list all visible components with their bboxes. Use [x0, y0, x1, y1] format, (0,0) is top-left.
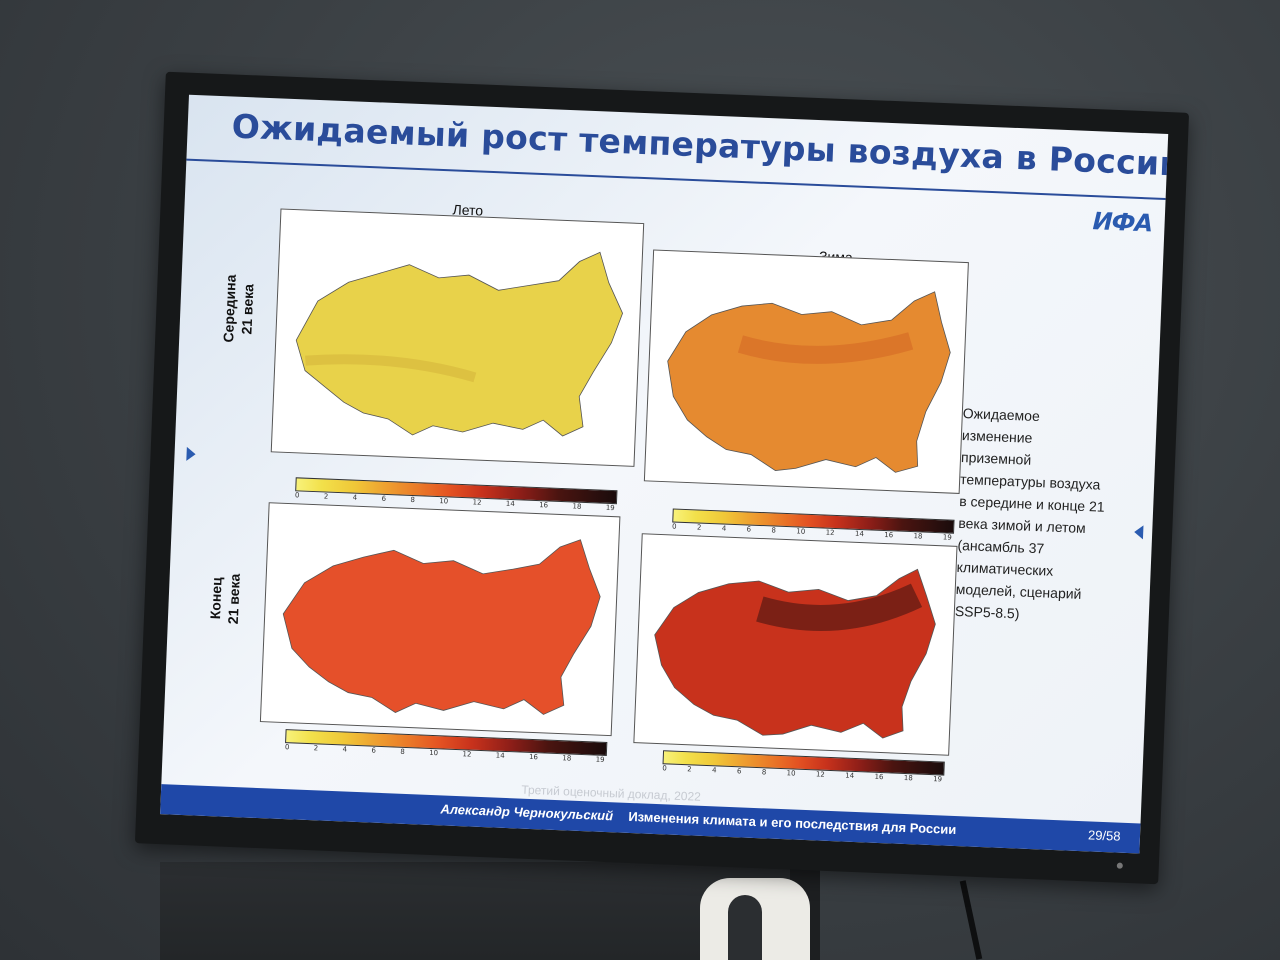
tick: 14: [505, 499, 515, 509]
tick: 4: [352, 493, 358, 502]
next-slide-arrow-icon[interactable]: [1133, 524, 1144, 540]
map-mid-century-winter: [643, 249, 969, 494]
tv-display: Ожидаемый рост температуры воздуха в Рос…: [134, 71, 1190, 885]
tick: 8: [771, 526, 777, 535]
russia-region-shape: [282, 539, 601, 715]
tick: 12: [815, 770, 826, 779]
tick: 19: [942, 533, 952, 542]
tick: 6: [381, 494, 387, 503]
tick: 18: [572, 502, 582, 511]
tick: 0: [294, 491, 300, 500]
russia-region-shape: [654, 568, 936, 739]
tick: 16: [874, 772, 884, 782]
page-number: 29/58: [1087, 827, 1121, 844]
tick: 4: [721, 524, 727, 533]
tick: 2: [696, 523, 702, 532]
tick: 10: [796, 527, 806, 536]
tick: 8: [761, 768, 767, 777]
tick: 14: [854, 529, 865, 539]
tick: 0: [284, 743, 290, 752]
tick: 4: [711, 766, 717, 775]
previous-slide-arrow-icon[interactable]: [186, 446, 196, 462]
tick: 14: [845, 771, 855, 780]
tick: 0: [662, 764, 667, 773]
tick: 18: [913, 532, 923, 541]
tick: 8: [410, 495, 416, 505]
footer-author: Александр Чернокульский: [440, 801, 614, 824]
map-mid-century-summer: [270, 208, 645, 467]
tick: 6: [736, 767, 742, 776]
tick: 2: [313, 744, 319, 753]
warming-band: [305, 354, 477, 383]
tick: 19: [605, 503, 615, 513]
tick: 12: [472, 498, 482, 507]
warming-band: [737, 332, 914, 364]
tick: 12: [462, 750, 472, 759]
tick: 19: [932, 775, 943, 784]
strong-warming-band: [756, 583, 923, 631]
tick: 10: [428, 748, 439, 758]
microphone-antenna: [959, 880, 983, 960]
tick: 18: [903, 773, 913, 783]
footer-talk-title: Изменения климата и его последствия для …: [628, 808, 957, 838]
microphone-base-cutout: [728, 895, 762, 960]
russia-region-shape: [295, 251, 624, 437]
tick: 10: [786, 769, 796, 778]
row-label-end-century: Конец 21 века: [204, 528, 246, 669]
tick: 2: [687, 765, 692, 774]
tick: 16: [539, 501, 549, 510]
tick: 19: [595, 755, 605, 764]
tick: 0: [671, 522, 677, 531]
tick: 16: [528, 752, 539, 762]
tick: 16: [884, 530, 894, 540]
tick: 2: [323, 492, 329, 501]
slide-screen: Ожидаемый рост температуры воздуха в Рос…: [160, 94, 1169, 854]
tick: 10: [439, 497, 449, 506]
slide-description: Ожидаемое изменение приземной температур…: [954, 402, 1143, 629]
map-end-century-summer: [259, 502, 621, 737]
tick: 6: [371, 746, 377, 755]
tick: 4: [342, 745, 348, 754]
tick: 6: [746, 525, 752, 534]
row-label-mid-century: Середина 21 века: [218, 238, 260, 379]
russia-region-shape: [667, 291, 951, 473]
tick: 8: [400, 747, 405, 756]
tick: 18: [562, 754, 572, 763]
institute-logo: ИФА: [1092, 207, 1153, 238]
tick: 12: [825, 528, 835, 537]
slide-title: Ожидаемый рост температуры воздуха в Рос…: [230, 106, 1169, 184]
power-indicator: [1116, 862, 1123, 869]
tick: 14: [495, 751, 505, 760]
map-end-century-winter: [633, 533, 958, 756]
